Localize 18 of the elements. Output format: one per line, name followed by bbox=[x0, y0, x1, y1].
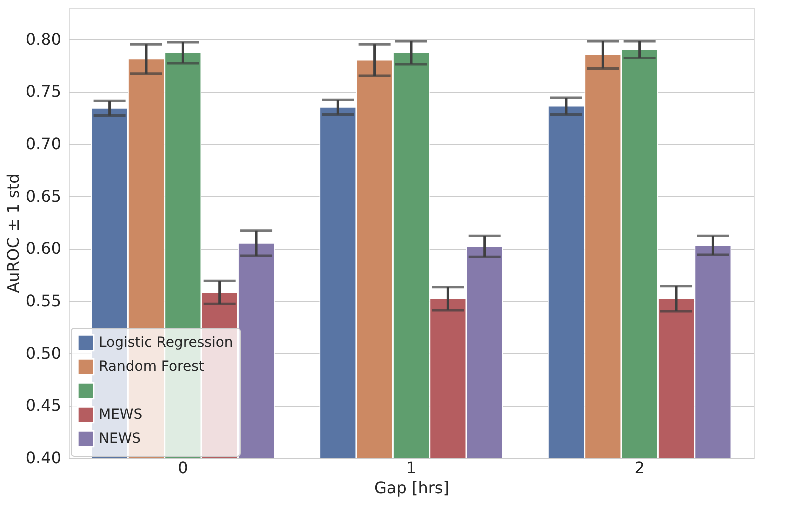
legend-label: MEWS bbox=[99, 407, 143, 423]
y-tick-label: 0.55 bbox=[26, 292, 62, 311]
legend-label: Random Forest bbox=[99, 359, 205, 375]
y-tick-label: 0.65 bbox=[26, 186, 62, 206]
legend-label: Logistic Regression bbox=[99, 335, 234, 351]
x-tick-label: 1 bbox=[406, 458, 417, 478]
y-axis-title: AuROC ± 1 std bbox=[4, 174, 23, 294]
legend-label: NEWS bbox=[99, 431, 142, 447]
y-tick-label: 0.50 bbox=[26, 344, 62, 363]
x-axis-title: Gap [hrs] bbox=[374, 478, 450, 498]
y-tick-label: 0.60 bbox=[26, 239, 62, 258]
y-tick-label: 0.40 bbox=[26, 448, 62, 468]
y-tick-label: 0.75 bbox=[26, 82, 62, 102]
x-tick-label: 0 bbox=[178, 458, 188, 478]
y-tick-label: 0.70 bbox=[26, 134, 62, 154]
y-tick-label: 0.45 bbox=[26, 396, 62, 416]
y-tick-label: 0.80 bbox=[26, 30, 62, 49]
x-tick-label: 2 bbox=[634, 458, 645, 478]
